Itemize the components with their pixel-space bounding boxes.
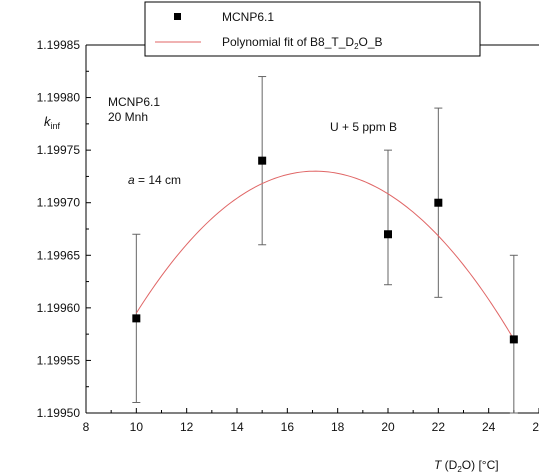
data-point [258,156,267,165]
data-point [132,314,141,323]
legend-item-fit-sub: 2 [354,42,359,51]
annotation-size-value: = 14 cm [135,173,181,187]
annotation-size: a = 14 cm [128,173,181,187]
y-tick-label: 1.19960 [37,301,81,315]
data-point [509,335,518,344]
annotation-histories: 20 Mnh [108,110,148,124]
x-tick-label: 26 [532,420,539,434]
data-points [132,156,518,344]
y-tick-labels: 1.19950 1.19955 1.19960 1.19965 1.19970 1.199… [37,38,81,420]
y-axis-title-main: k [44,114,52,129]
error-bars [132,76,518,414]
annotation-material: U + 5 ppm B [330,120,397,134]
x-axis-title-mid: (D [441,458,457,472]
y-tick-label: 1.19965 [37,248,81,262]
y-tick-label: 1.19955 [37,353,81,367]
legend-box [144,1,481,57]
legend-item-mcnp: MCNP6.1 [222,10,274,24]
legend: MCNP6.1 Polynomial fit of B8_T_D2O_B [144,1,481,57]
data-point [384,230,392,239]
x-tick-label: 10 [130,420,144,434]
x-tick-label: 14 [230,420,244,434]
x-axis-title-end: O) [°C] [462,458,499,472]
x-tick-label: 22 [432,420,446,434]
y-axis-title: kinf [44,114,61,131]
x-axis-title: T (D2O) [°C] [434,458,499,474]
x-tick-labels: 8 10 12 14 16 18 20 22 24 26 [83,420,539,434]
y-tick-label: 1.19980 [37,91,81,105]
legend-item-fit-main: Polynomial fit of B8_T_D [222,35,354,49]
y-axis-title-sub: inf [51,121,61,131]
legend-item-fit: Polynomial fit of B8_T_D2O_B [222,35,383,51]
x-tick-label: 20 [381,420,395,434]
legend-item-fit-end: O_B [359,35,383,49]
x-axis-title-var: T [434,458,443,472]
x-axis-title-sub: 2 [457,465,462,474]
data-point [434,198,443,207]
annotation-code: MCNP6.1 [108,95,160,109]
x-tick-label: 16 [281,420,295,434]
y-tick-label: 1.19975 [37,143,81,157]
x-tick-label: 8 [83,420,90,434]
legend-marker-square [174,13,181,20]
polynomial-fit-curve [135,170,515,340]
y-tick-label: 1.19950 [37,406,81,420]
y-tick-label: 1.19985 [37,38,81,52]
annotation-size-var: a [128,173,135,187]
x-tick-label: 24 [482,420,496,434]
y-tick-label: 1.19970 [37,196,81,210]
tick-marks [85,44,539,414]
x-tick-label: 12 [180,420,194,434]
x-tick-label: 18 [331,420,345,434]
